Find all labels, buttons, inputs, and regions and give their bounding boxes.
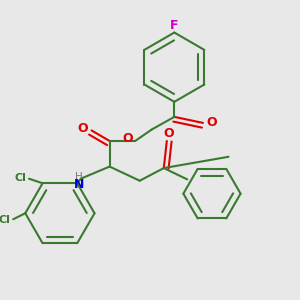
Text: O: O	[163, 127, 174, 140]
Text: Cl: Cl	[0, 215, 11, 225]
Text: N: N	[74, 178, 84, 190]
Text: Cl: Cl	[15, 173, 26, 183]
Text: H: H	[75, 172, 83, 182]
Text: O: O	[122, 132, 133, 145]
Text: O: O	[206, 116, 217, 129]
Text: O: O	[77, 122, 88, 135]
Text: F: F	[170, 19, 178, 32]
